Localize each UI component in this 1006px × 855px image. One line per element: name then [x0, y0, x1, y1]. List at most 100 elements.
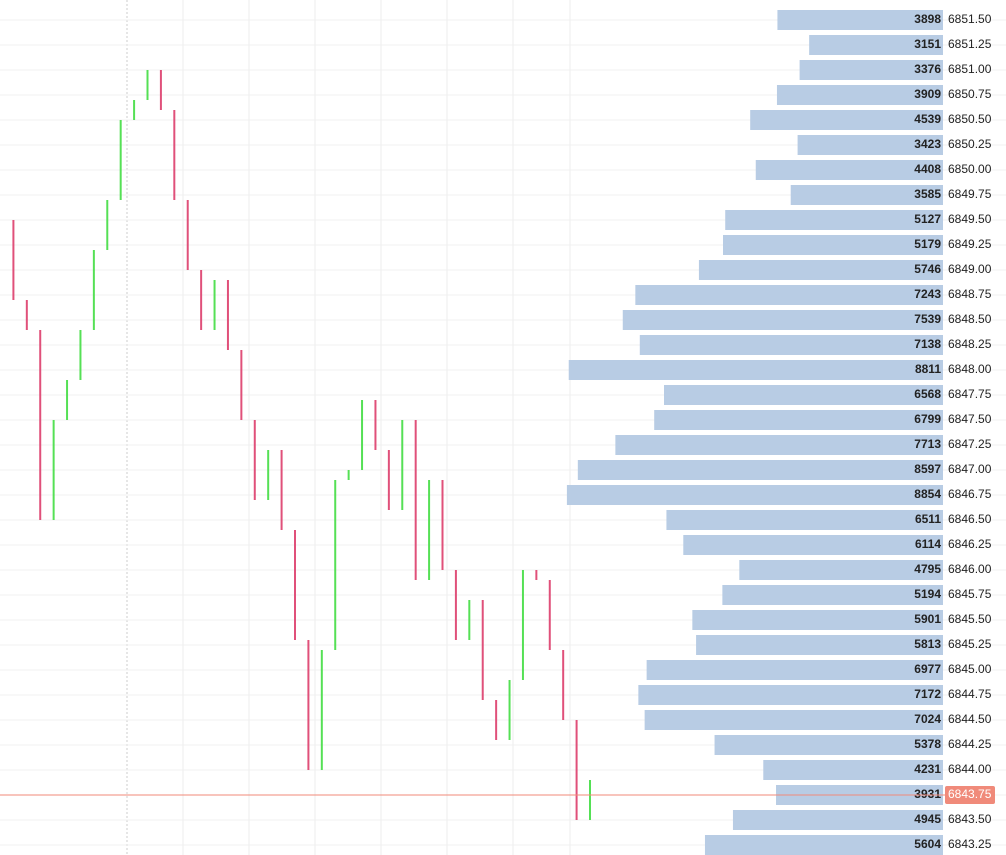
- price-label: 6849.75: [948, 187, 992, 201]
- volume-bar: [732, 810, 943, 830]
- price-label: 6844.50: [948, 712, 992, 726]
- volume-bar: [809, 35, 943, 55]
- volume-label: 5746: [914, 262, 941, 276]
- price-label: 6846.25: [948, 537, 992, 551]
- price-label: 6846.00: [948, 562, 992, 576]
- volume-label: 3931: [914, 787, 941, 801]
- volume-bar: [646, 660, 943, 680]
- volume-label: 5179: [914, 237, 941, 251]
- volume-label: 6568: [914, 387, 941, 401]
- volume-label: 4231: [914, 762, 941, 776]
- price-label: 6844.00: [948, 762, 992, 776]
- volume-label: 3151: [914, 37, 941, 51]
- price-label: 6844.75: [948, 687, 992, 701]
- volume-bar: [635, 285, 943, 305]
- volume-label: 4539: [914, 112, 941, 126]
- volume-label: 7172: [914, 687, 941, 701]
- volume-bar: [692, 610, 943, 630]
- volume-bar: [704, 835, 943, 855]
- last-price-box: [945, 786, 995, 804]
- volume-bar: [644, 710, 943, 730]
- price-label: 6851.50: [948, 12, 992, 26]
- volume-label: 5813: [914, 637, 941, 651]
- volume-label: 5194: [914, 587, 941, 601]
- volume-bar: [776, 85, 943, 105]
- volume-label: 7138: [914, 337, 941, 351]
- volume-bar: [664, 385, 943, 405]
- volume-label: 7539: [914, 312, 941, 326]
- price-label: 6844.25: [948, 737, 992, 751]
- volume-label: 4795: [914, 562, 941, 576]
- price-label: 6851.25: [948, 37, 992, 51]
- volume-bar: [639, 335, 943, 355]
- price-label: 6847.75: [948, 387, 992, 401]
- volume-bar: [638, 685, 943, 705]
- volume-bar: [755, 160, 943, 180]
- volume-label: 8854: [914, 487, 941, 501]
- volume-label: 8597: [914, 462, 941, 476]
- volume-bar: [696, 635, 943, 655]
- vertical-grid: [126, 0, 571, 855]
- volume-bar: [723, 235, 943, 255]
- volume-label: 5378: [914, 737, 941, 751]
- price-label: 6843.50: [948, 812, 992, 826]
- price-label: 6848.00: [948, 362, 992, 376]
- volume-bar: [750, 110, 943, 130]
- price-label: 6850.75: [948, 87, 992, 101]
- price-label: 6846.75: [948, 487, 992, 501]
- price-label: 6845.00: [948, 662, 992, 676]
- volume-label: 8811: [915, 362, 941, 376]
- volume-label: 3376: [914, 62, 941, 76]
- volume-bar: [777, 10, 943, 30]
- volume-label: 4408: [914, 162, 941, 176]
- price-label: 6845.25: [948, 637, 992, 651]
- volume-label: 5901: [914, 612, 941, 626]
- price-label: 6847.25: [948, 437, 992, 451]
- price-label: 6848.75: [948, 287, 992, 301]
- volume-label: 3585: [914, 187, 941, 201]
- volume-label: 3898: [914, 12, 941, 26]
- volume-label: 3423: [914, 137, 941, 151]
- volume-bar: [568, 360, 943, 380]
- volume-bar: [799, 60, 943, 80]
- price-label: 6848.25: [948, 337, 992, 351]
- volume-bar: [797, 135, 943, 155]
- volume-bar: [698, 260, 943, 280]
- volume-label: 7243: [914, 287, 941, 301]
- volume-bar: [615, 435, 943, 455]
- price-label: 6849.00: [948, 262, 992, 276]
- price-label: 6845.75: [948, 587, 992, 601]
- volume-label: 7713: [914, 437, 941, 451]
- volume-bar: [566, 485, 943, 505]
- volume-label: 5127: [914, 212, 941, 226]
- volume-bar: [790, 185, 943, 205]
- volume-label: 6114: [915, 537, 941, 551]
- price-label: 6851.00: [948, 62, 992, 76]
- volume-label: 4945: [914, 812, 941, 826]
- volume-bar: [739, 560, 943, 580]
- volume-label: 5604: [914, 837, 941, 851]
- volume-bar: [666, 510, 943, 530]
- price-label: 6850.25: [948, 137, 992, 151]
- price-label: 6845.50: [948, 612, 992, 626]
- price-label: 6849.50: [948, 212, 992, 226]
- price-label: 6847.00: [948, 462, 992, 476]
- price-label: 6847.50: [948, 412, 992, 426]
- volume-label: 6977: [914, 662, 941, 676]
- price-label: 6850.00: [948, 162, 992, 176]
- price-label: 6846.50: [948, 512, 992, 526]
- volume-label: 6799: [914, 412, 941, 426]
- volume-label: 7024: [914, 712, 941, 726]
- price-label: 6843.25: [948, 837, 992, 851]
- price-label: 6848.50: [948, 312, 992, 326]
- price-label: 6850.50: [948, 112, 992, 126]
- volume-bar: [577, 460, 943, 480]
- volume-label: 6511: [915, 512, 941, 526]
- volume-bar: [622, 310, 943, 330]
- volume-bar: [763, 760, 943, 780]
- volume-bar: [683, 535, 943, 555]
- volume-label: 3909: [914, 87, 941, 101]
- last-price-label: 6843.75: [948, 787, 992, 801]
- price-label: 6849.25: [948, 237, 992, 251]
